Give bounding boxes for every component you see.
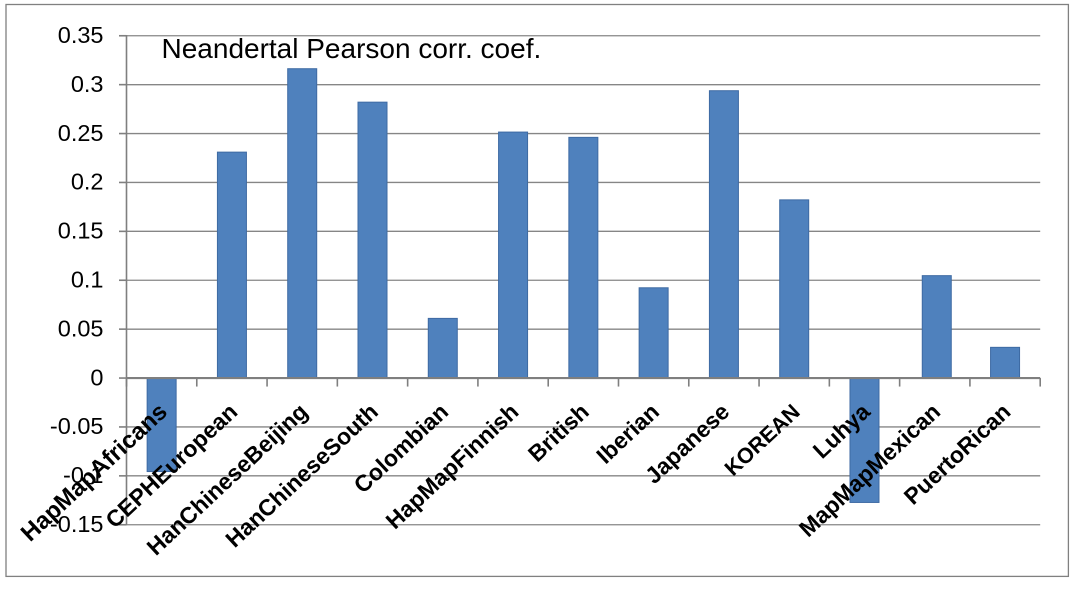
svg-text:0.1: 0.1 [71, 266, 104, 292]
svg-text:0.35: 0.35 [58, 22, 104, 48]
svg-text:Neandertal Pearson corr. coef.: Neandertal Pearson corr. coef. [162, 33, 542, 64]
svg-text:0: 0 [90, 364, 103, 390]
svg-text:0.3: 0.3 [71, 71, 104, 97]
svg-text:0.2: 0.2 [71, 169, 104, 195]
svg-text:0.05: 0.05 [58, 315, 104, 341]
svg-text:-0.1: -0.1 [63, 462, 104, 488]
svg-text:-0.05: -0.05 [50, 413, 104, 439]
svg-text:-0.15: -0.15 [50, 511, 104, 537]
svg-text:0.15: 0.15 [58, 218, 104, 244]
svg-text:0.25: 0.25 [58, 120, 104, 146]
